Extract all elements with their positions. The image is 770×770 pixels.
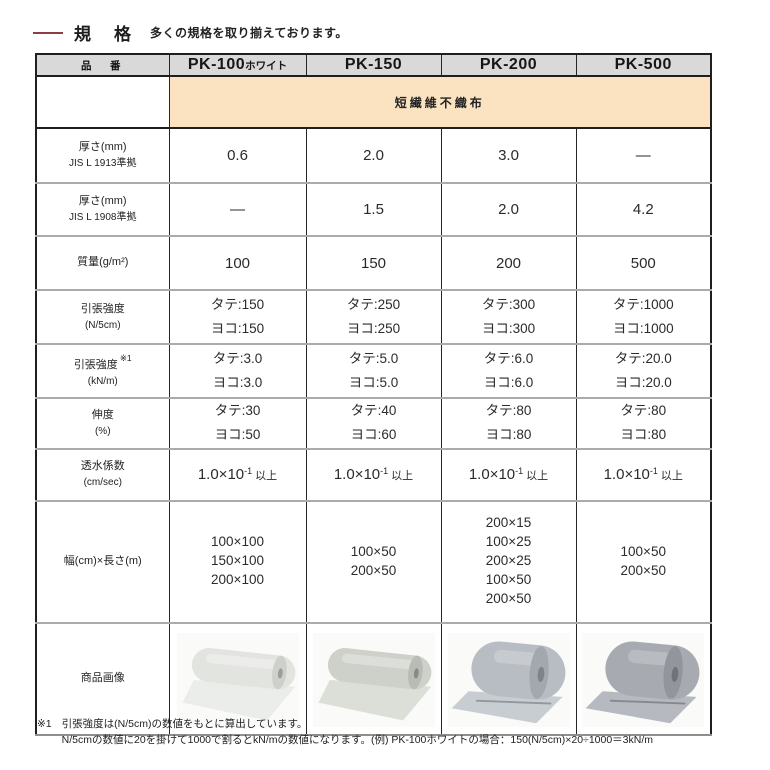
roll-crease: [610, 699, 686, 705]
section-title: 規 格: [74, 25, 134, 44]
row-label: 幅(cm)×長さ(m): [36, 500, 170, 624]
spec-cell: タテ:20.0 ヨコ:20.0: [576, 344, 712, 399]
spec-cell: 2.0: [306, 128, 442, 184]
roll-highlight: [205, 653, 281, 670]
roll-body: [327, 648, 431, 690]
roll-core: [277, 668, 283, 679]
spec-cell: タテ:40 ヨコ:60: [306, 398, 442, 450]
product-image-cell: [576, 622, 712, 736]
spec-cell: タテ:30 ヨコ:50: [169, 398, 307, 450]
spec-cell: 150: [306, 236, 442, 291]
product-roll-image: [312, 633, 435, 728]
spec-cell: タテ:5.0 ヨコ:5.0: [306, 344, 442, 399]
spec-cell: タテ:6.0 ヨコ:6.0: [441, 344, 577, 399]
row-permeability: 透水係数 (cm/sec) 1.0×10-1 以上 1.0×10-1 以上 1.0×1…: [36, 448, 712, 502]
spec-cell: タテ:300 ヨコ:300: [441, 290, 577, 345]
row-tensile-n5cm: 引張強度 (N/5cm) タテ:150 ヨコ:150 タテ:250 ヨコ:250 …: [36, 290, 712, 345]
spec-table: 品 番 PK-100ホワイト PK-150 PK-200 PK-500 短繊維不…: [35, 53, 712, 736]
spec-cell: タテ:250 ヨコ:250: [306, 290, 442, 345]
spec-cell: 500: [576, 236, 712, 291]
row-thickness-1908: 厚さ(mm) JIS L 1908準拠 — 1.5 2.0 4.2: [36, 183, 712, 237]
row-label: 透水係数 (cm/sec): [36, 448, 170, 502]
spec-cell: 4.2: [576, 183, 712, 237]
spec-cell: —: [576, 128, 712, 184]
section-subtitle: 多くの規格を取り揃えております。: [150, 26, 348, 40]
row-label: 引張強度 (N/5cm): [36, 290, 170, 345]
table-header-row: 品 番 PK-100ホワイト PK-150 PK-200 PK-500: [36, 54, 712, 77]
product-image-cell: [306, 622, 442, 736]
roll-core: [537, 666, 544, 682]
header-pk150: PK-150: [306, 54, 442, 77]
row-label: 厚さ(mm) JIS L 1913準拠: [36, 128, 170, 184]
header-pk500: PK-500: [576, 54, 712, 77]
product-image-cell: [441, 622, 577, 736]
row-label: 引張強度※1 (kN/m): [36, 344, 170, 399]
section-title-row: 規 格 多くの規格を取り揃えております。: [33, 20, 348, 45]
roll-highlight: [493, 650, 543, 666]
row-tensile-knm: 引張強度※1 (kN/m) タテ:3.0 ヨコ:3.0 タテ:5.0 ヨコ:5.0…: [36, 344, 712, 399]
product-roll-image: [447, 633, 570, 728]
material-row-empty-label: [36, 76, 170, 129]
roll-crease: [475, 699, 551, 705]
spec-cell: 0.6: [169, 128, 307, 184]
spec-cell: タテ:150 ヨコ:150: [169, 290, 307, 345]
row-thickness-1913: 厚さ(mm) JIS L 1913準拠 0.6 2.0 3.0 —: [36, 128, 712, 184]
spec-cell: タテ:80 ヨコ:80: [576, 398, 712, 450]
spec-cell: 100×50 200×50: [576, 500, 712, 624]
footnote-line-1: 引張強度は(N/5cm)の数値をもとに算出しています。: [61, 718, 308, 730]
title-dash: [33, 31, 63, 34]
header-pk100: PK-100ホワイト: [169, 54, 307, 77]
spec-cell: 200×15 100×25 200×25 100×50 200×50: [441, 500, 577, 624]
row-mass: 質量(g/m²) 100 150 200 500: [36, 236, 712, 291]
header-pk200: PK-200: [441, 54, 577, 77]
spec-cell: 1.5: [306, 183, 442, 237]
footnote-text: 引張強度は(N/5cm)の数値をもとに算出しています。 N/5cmの数値に20を…: [62, 716, 653, 749]
spec-cell: タテ:3.0 ヨコ:3.0: [169, 344, 307, 399]
spec-cell: 1.0×10-1 以上: [576, 448, 712, 502]
spec-cell: タテ:1000 ヨコ:1000: [576, 290, 712, 345]
material-row: 短繊維不織布: [36, 76, 712, 129]
spec-cell: 100×50 200×50: [306, 500, 442, 624]
roll-sheet: [182, 680, 295, 721]
roll-body: [191, 648, 295, 690]
spec-cell: 1.0×10-1 以上: [441, 448, 577, 502]
spec-cell: 1.0×10-1 以上: [306, 448, 442, 502]
row-label: 厚さ(mm) JIS L 1908準拠: [36, 183, 170, 237]
spec-cell: 200: [441, 236, 577, 291]
spec-cell: 2.0: [441, 183, 577, 237]
spec-cell: —: [169, 183, 307, 237]
footnote-ref: ※1: [119, 353, 132, 364]
footnote-line-2: N/5cmの数値に20を掛けて1000で割るとkN/mの数値になります。(例) …: [61, 734, 654, 747]
row-product-images: 商品画像: [36, 622, 712, 736]
header-part-number: 品 番: [36, 54, 170, 77]
product-roll-image: [582, 633, 705, 728]
row-label: 商品画像: [36, 622, 170, 736]
spec-cell: タテ:80 ヨコ:80: [441, 398, 577, 450]
row-label: 伸度 (%): [36, 398, 170, 450]
spec-cell: 1.0×10-1 以上: [169, 448, 307, 502]
spec-cell: 100: [169, 236, 307, 291]
roll-highlight: [341, 653, 417, 670]
product-roll-image: [176, 633, 299, 728]
spec-cell: 3.0: [441, 128, 577, 184]
roll-sheet: [318, 680, 431, 721]
row-dimensions: 幅(cm)×長さ(m) 100×100 150×100 200×100 100×…: [36, 500, 712, 624]
roll-core: [413, 668, 419, 679]
product-image-cell: [169, 622, 307, 736]
footnote-mark: ※1: [37, 718, 52, 730]
footnote: ※1 引張強度は(N/5cm)の数値をもとに算出しています。 N/5cmの数値に…: [37, 716, 653, 749]
row-label: 質量(g/m²): [36, 236, 170, 291]
material-cell: 短繊維不織布: [169, 76, 712, 129]
spec-cell: 100×100 150×100 200×100: [169, 500, 307, 624]
roll-core: [671, 666, 679, 682]
row-elongation: 伸度 (%) タテ:30 ヨコ:50 タテ:40 ヨコ:60 タテ:80 ヨコ:8…: [36, 398, 712, 450]
roll-highlight: [628, 650, 678, 666]
